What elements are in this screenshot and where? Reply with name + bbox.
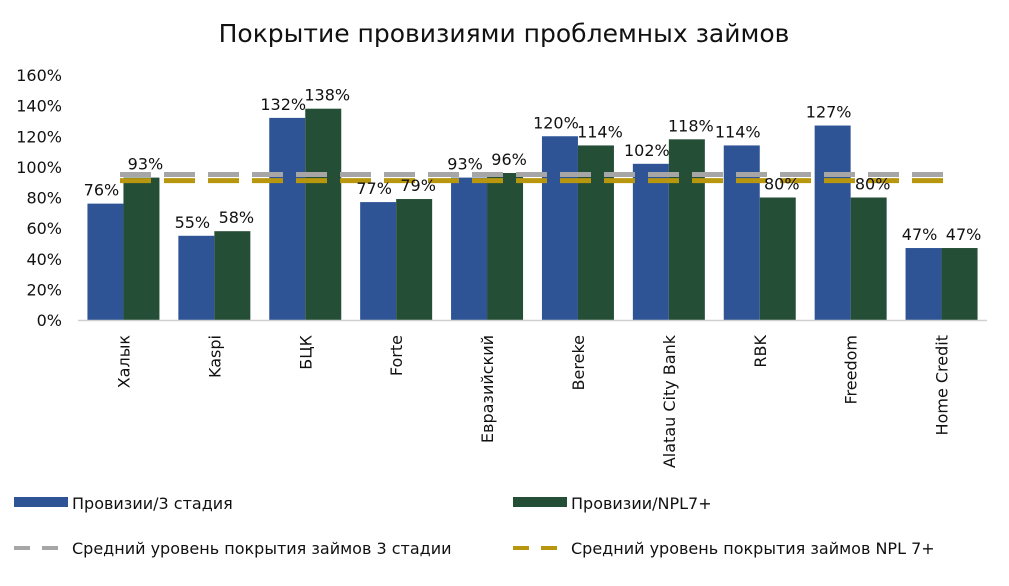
x-tick-label: БЦК bbox=[296, 334, 315, 369]
y-tick-label: 0% bbox=[37, 311, 62, 330]
bar-stage3 bbox=[451, 177, 488, 320]
bar-stage3 bbox=[814, 125, 851, 320]
reference-lines bbox=[120, 172, 945, 184]
legend-label: Средний уровень покрытия займов NPL 7+ bbox=[571, 539, 935, 558]
y-tick-label: 160% bbox=[16, 66, 62, 85]
data-label: 114% bbox=[715, 122, 761, 141]
y-axis: 0% 20% 40% 60% 80% 100% 120% 140% 160% bbox=[16, 66, 62, 330]
y-tick-label: 80% bbox=[26, 189, 62, 208]
data-label: 76% bbox=[84, 181, 120, 200]
data-label: 96% bbox=[491, 150, 527, 169]
chart-title: Покрытие провизиями проблемных займов bbox=[219, 19, 790, 48]
legend-label: Провизии/3 стадия bbox=[72, 494, 233, 513]
bars bbox=[87, 108, 978, 320]
data-label: 79% bbox=[400, 176, 436, 195]
data-label: 127% bbox=[806, 103, 852, 122]
bar-npl7 bbox=[577, 145, 614, 320]
data-label: 93% bbox=[128, 155, 164, 174]
data-label: 114% bbox=[577, 122, 623, 141]
x-tick-label: Евразийский bbox=[478, 335, 497, 443]
x-tick-label: Халык bbox=[114, 335, 133, 389]
bar-npl7 bbox=[759, 197, 796, 320]
bar-stage3 bbox=[269, 117, 306, 320]
data-label: 80% bbox=[855, 175, 891, 194]
bar-stage3 bbox=[178, 235, 215, 320]
x-tick-label: Forte bbox=[387, 335, 406, 376]
data-label: 118% bbox=[668, 116, 714, 135]
bar-stage3 bbox=[87, 203, 124, 320]
data-label: 138% bbox=[304, 86, 350, 105]
x-axis: Халык Kaspi БЦК Forte Евразийский Bereke Alata… bbox=[114, 334, 951, 468]
legend-label: Провизии/NPL7+ bbox=[571, 494, 712, 513]
data-label: 132% bbox=[260, 95, 306, 114]
bar-npl7 bbox=[941, 248, 978, 320]
data-label: 80% bbox=[764, 175, 800, 194]
bar-npl7 bbox=[850, 197, 887, 320]
data-label: 47% bbox=[902, 225, 938, 244]
x-tick-label: Home Credit bbox=[933, 335, 952, 435]
legend-swatch bbox=[513, 497, 567, 507]
y-tick-label: 60% bbox=[26, 219, 62, 238]
x-tick-label: RBK bbox=[751, 335, 770, 368]
y-tick-label: 100% bbox=[16, 158, 62, 177]
bar-stage3 bbox=[905, 248, 942, 320]
data-label: 55% bbox=[175, 213, 211, 232]
legend-swatch bbox=[14, 497, 68, 507]
x-tick-label: Bereke bbox=[569, 335, 588, 390]
data-label: 47% bbox=[946, 225, 982, 244]
x-tick-label: Freedom bbox=[842, 335, 861, 404]
bar-npl7 bbox=[396, 199, 433, 320]
bar-stage3 bbox=[723, 145, 760, 320]
bar-npl7 bbox=[487, 173, 524, 320]
bar-npl7 bbox=[214, 231, 251, 320]
y-tick-label: 140% bbox=[16, 97, 62, 116]
data-label: 77% bbox=[356, 179, 392, 198]
data-label: 58% bbox=[219, 208, 255, 227]
data-label: 120% bbox=[533, 113, 579, 132]
data-labels: 76%93%55% 58%132%138%77% 79%93% 96%120%114%… bbox=[84, 86, 982, 244]
data-label: 93% bbox=[447, 155, 483, 174]
bar-stage3 bbox=[541, 136, 578, 320]
y-tick-label: 40% bbox=[26, 250, 62, 269]
legend-label: Средний уровень покрытия займов 3 стадии bbox=[72, 539, 452, 558]
bar-stage3 bbox=[360, 202, 397, 320]
data-label: 102% bbox=[624, 141, 670, 160]
bar-npl7 bbox=[305, 108, 342, 320]
y-tick-label: 20% bbox=[26, 280, 62, 299]
bar-stage3 bbox=[632, 163, 669, 320]
y-tick-label: 120% bbox=[16, 127, 62, 146]
bar-npl7 bbox=[123, 177, 160, 320]
x-tick-label: Alatau City Bank bbox=[660, 334, 679, 468]
x-tick-label: Kaspi bbox=[205, 335, 224, 378]
legend: Провизии/3 стадия Провизии/NPL7+ Средний у… bbox=[14, 494, 935, 558]
bar-npl7 bbox=[668, 139, 705, 320]
